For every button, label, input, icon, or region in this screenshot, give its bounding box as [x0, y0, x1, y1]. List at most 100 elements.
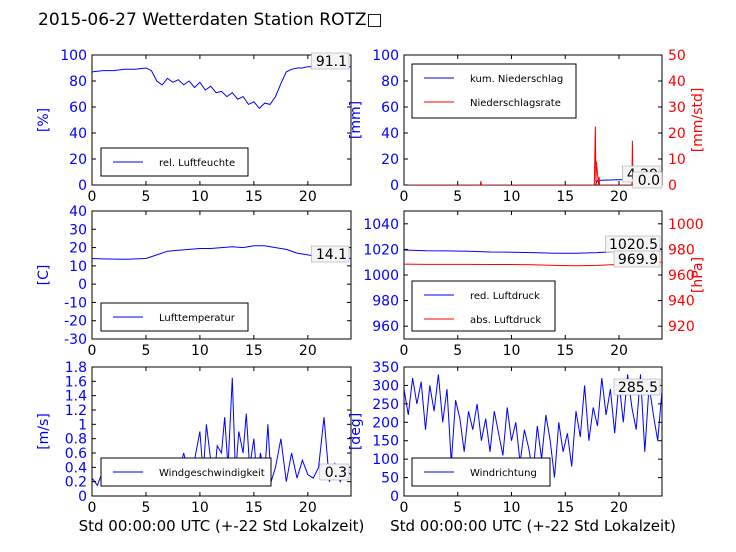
- y-tick-label: -10: [64, 295, 87, 311]
- y-tick-label: 20: [69, 241, 87, 257]
- y-tick-label: 40: [69, 126, 87, 142]
- panel-wind-speed: 0 5 10 15 20 00.20.40.60.811.21.41.61.8 [m/s] S…: [36, 360, 364, 535]
- y-tick-label: 0: [390, 178, 399, 194]
- x-tick-label: 0: [88, 189, 97, 205]
- x-tick-label: 10: [191, 189, 209, 205]
- y2-tick-label: 40: [668, 74, 686, 90]
- y2-tick-label: 50: [668, 48, 686, 64]
- y-tick-label: 30: [69, 222, 87, 238]
- y-tick-label: 10: [69, 259, 87, 275]
- x-tick-label: 20: [610, 189, 628, 205]
- figure-title: 2015-06-27 Wetterdaten Station ROTZ□: [38, 10, 383, 30]
- x-tick-label: 10: [191, 500, 209, 516]
- y-tick-label: 60: [69, 100, 87, 116]
- y-tick-label: 1000: [363, 268, 399, 284]
- x-tick-label: 20: [610, 500, 628, 516]
- value-annotation: 0.0: [638, 173, 660, 189]
- x-tick-label: 15: [556, 500, 574, 516]
- value-annotation-box: [311, 245, 350, 263]
- value-annotation: 0.3: [325, 465, 347, 481]
- y-tick-label: 100: [372, 452, 399, 468]
- panel-humidity: 0 5 10 15 20 0 20 40 60 80 100 [%] rel. Luftfeuchte 9…: [36, 48, 352, 205]
- legend-label: Niederschlagsrate: [470, 98, 561, 109]
- x-tick-label: 15: [556, 189, 574, 205]
- y2-tick-label: 30: [668, 100, 686, 116]
- y2-axis-label: [mm/std]: [690, 88, 706, 153]
- y-tick-label: 0.6: [65, 446, 87, 462]
- legend-box: [411, 280, 556, 332]
- value-annotation-box: [319, 463, 350, 481]
- x-tick-label: 20: [610, 343, 628, 359]
- y-tick-label: 1020: [363, 242, 399, 258]
- x-tick-label: 10: [503, 189, 521, 205]
- y-tick-label: 1040: [363, 217, 399, 233]
- y-tick-label: 350: [372, 360, 399, 376]
- panel-pressure: 0 5 10 15 20 960 980 1000 1020 1040 920 940 960 980 10…: [363, 210, 706, 359]
- y-tick-label: 40: [69, 204, 87, 220]
- panel-temperature: 0 5 10 15 20 -30 -20 -10 0 10 20 30 40 [C] Lufttempera…: [36, 204, 352, 359]
- value-annotation: 91.1: [316, 54, 347, 70]
- y-tick-label: 0: [78, 178, 87, 194]
- x-tick-label: 0: [400, 189, 409, 205]
- y-tick-label: 80: [69, 74, 87, 90]
- legend-label: kum. Niederschlag: [470, 74, 563, 85]
- y-tick-label: 60: [381, 100, 399, 116]
- x-axis-label: Std 00:00:00 UTC (+-22 Std Lokalzeit): [390, 517, 676, 535]
- y2-tick-label: 0: [668, 178, 677, 194]
- x-tick-label: 15: [245, 500, 263, 516]
- y-tick-label: 150: [372, 434, 399, 450]
- y-tick-label: 40: [381, 126, 399, 142]
- y-axis-label: [deg]: [348, 413, 364, 450]
- value-annotation: 1020.5: [609, 237, 658, 253]
- y-axis-label: [C]: [36, 265, 52, 286]
- x-tick-label: 0: [400, 343, 409, 359]
- y-tick-label: 0.4: [65, 460, 87, 476]
- y-tick-label: 200: [372, 415, 399, 431]
- value-annotation: 14.1: [316, 247, 347, 263]
- series-line-0: [92, 66, 351, 110]
- y-tick-label: 0.8: [65, 432, 87, 448]
- x-tick-label: 20: [299, 343, 317, 359]
- y-tick-label: 80: [381, 74, 399, 90]
- y-tick-label: 960: [372, 319, 399, 335]
- y-axis-label: [mm]: [348, 101, 364, 139]
- y-axis-label: [%]: [36, 108, 52, 132]
- legend-label: Windgeschwindigkeit: [159, 468, 265, 479]
- legend-box: [411, 63, 577, 119]
- panel-precipitation: 0 5 10 15 20 0 20 40 60 80 100 0 10 20 30 40 50 [mm] [mm/s…: [348, 48, 706, 205]
- y2-tick-label: 1000: [668, 217, 704, 233]
- y-tick-label: -30: [64, 332, 87, 348]
- y-tick-label: 20: [69, 152, 87, 168]
- value-annotation-box: [613, 250, 661, 268]
- y2-tick-label: 960: [668, 268, 695, 284]
- x-tick-label: 5: [141, 343, 150, 359]
- x-tick-label: 20: [299, 500, 317, 516]
- y-tick-label: 20: [381, 152, 399, 168]
- y2-tick-label: 980: [668, 242, 695, 258]
- value-annotation-box: [632, 171, 663, 189]
- value-annotation-box: [613, 378, 661, 396]
- series-line-0: [92, 245, 351, 260]
- legend-label: rel. Luftfeuchte: [159, 158, 235, 169]
- x-tick-label: 5: [141, 189, 150, 205]
- y-axis-label: [m/s]: [36, 413, 52, 450]
- y-tick-label: 980: [372, 294, 399, 310]
- x-tick-label: 20: [299, 189, 317, 205]
- y-tick-label: 1: [78, 417, 87, 433]
- value-annotation: 969.9: [618, 252, 658, 268]
- value-annotation: 285.5: [618, 380, 658, 396]
- y-tick-label: 0: [78, 277, 87, 293]
- legend-label: red. Luftdruck: [470, 291, 540, 302]
- x-tick-label: 5: [453, 189, 462, 205]
- x-tick-label: 5: [453, 500, 462, 516]
- y-tick-label: 1.8: [65, 360, 87, 376]
- x-tick-label: 5: [141, 500, 150, 516]
- y-tick-label: 0.2: [65, 475, 87, 491]
- x-tick-label: 15: [245, 189, 263, 205]
- x-tick-label: 0: [88, 500, 97, 516]
- y2-axis-label: [hPa]: [690, 257, 706, 293]
- y-tick-label: 1.2: [65, 403, 87, 419]
- y2-tick-label: 10: [668, 152, 686, 168]
- value-annotation-box: [311, 52, 350, 70]
